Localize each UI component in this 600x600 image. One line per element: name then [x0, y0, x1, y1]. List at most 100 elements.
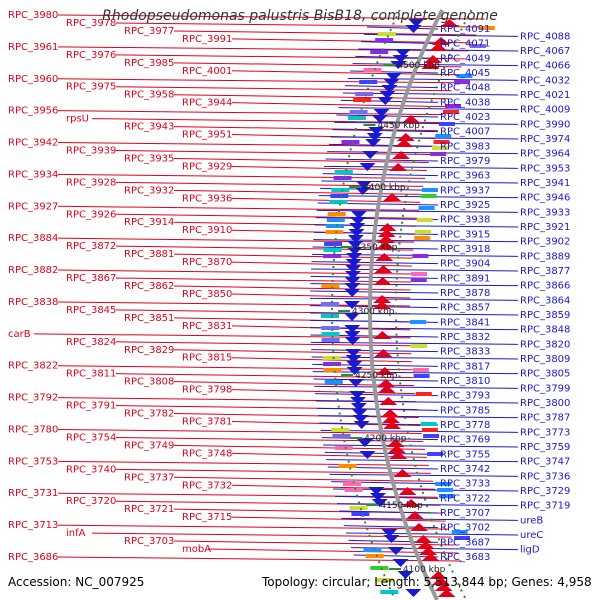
- label-connector: [324, 451, 439, 455]
- gene-label: RPC_3976: [66, 50, 116, 61]
- label-connector: [336, 114, 439, 118]
- label-connector: [231, 484, 436, 490]
- feature-arrow-right: [368, 487, 385, 495]
- gene-label: RPC_3946: [520, 193, 570, 204]
- gene-label: RPC_3722: [440, 493, 490, 504]
- feature-block: [411, 272, 428, 276]
- label-connector: [311, 349, 439, 353]
- gene-label: RPC_3731: [8, 488, 58, 499]
- feature-arrow-left: [392, 151, 411, 159]
- feature-block: [416, 218, 433, 222]
- feature-arrow-right: [351, 409, 368, 417]
- label-connector: [318, 195, 519, 199]
- label-connector: [310, 341, 519, 345]
- feature-arrow-left: [377, 229, 396, 237]
- gene-label: RPC_3809: [520, 354, 570, 365]
- label-connector: [115, 245, 414, 251]
- feature-block: [410, 320, 427, 324]
- kbp-tick-label: 4100 kbp: [403, 565, 446, 575]
- feature-block: [323, 248, 342, 252]
- feature-arrow-right: [350, 397, 366, 405]
- feature-arrow-left: [429, 571, 448, 579]
- feature-arrow-left: [374, 349, 393, 357]
- gene-label: RPC_4091: [440, 24, 490, 35]
- feature-arrow-right: [405, 25, 422, 33]
- feature-arrow-left: [431, 577, 450, 585]
- label-connector: [326, 459, 519, 463]
- feature-arrow-left: [419, 547, 438, 555]
- feature-block: [321, 284, 340, 288]
- gene-label: RPC_3755: [440, 449, 490, 460]
- feature-block: [445, 104, 462, 108]
- feature-block: [334, 170, 353, 174]
- gene-label: RPC_3782: [124, 409, 174, 420]
- feature-block: [454, 536, 471, 540]
- gene-label: RPC_3749: [124, 440, 174, 451]
- feature-block: [451, 530, 468, 534]
- gene-label: RPC_3881: [124, 249, 174, 260]
- kbp-tick-label: 4150 kbp: [380, 501, 423, 511]
- gene-label: RPC_3882: [8, 265, 58, 276]
- label-connector: [115, 86, 452, 92]
- gene-label: RPC_3686: [8, 552, 58, 563]
- gene-label: RPC_4038: [440, 97, 490, 108]
- feature-block: [325, 230, 344, 234]
- kbp-tick-label: 4450 kbp: [377, 121, 420, 131]
- feature-arrow-left: [402, 499, 421, 507]
- gene-label: RPC_3833: [440, 347, 490, 358]
- gene-label: RPC_3703: [124, 536, 174, 547]
- feature-block: [365, 554, 384, 558]
- gene-label: RPC_3815: [182, 353, 232, 364]
- feature-arrow-right: [344, 331, 361, 339]
- gene-label: RPC_3891: [440, 273, 490, 284]
- feature-arrow-right: [348, 229, 365, 237]
- gene-label: RPC_3983: [440, 141, 490, 152]
- gene-label: RPC_3975: [66, 82, 116, 93]
- feature-arrow-right: [371, 499, 388, 507]
- gene-label: RPC_3841: [440, 317, 490, 328]
- label-connector: [57, 428, 422, 434]
- label-connector: [115, 277, 411, 283]
- feature-arrow-left: [424, 55, 443, 63]
- feature-block: [342, 482, 361, 486]
- label-connector: [316, 400, 519, 404]
- feature-arrow-left: [374, 265, 393, 273]
- feature-block: [323, 362, 342, 366]
- gene-label: RPC_3829: [124, 345, 174, 356]
- feature-block: [410, 278, 427, 282]
- label-connector: [330, 136, 519, 140]
- feature-arrow-left: [383, 421, 402, 429]
- feature-arrow-left: [416, 541, 435, 549]
- feature-block: [349, 110, 368, 114]
- gene-label: RPC_3937: [440, 185, 490, 196]
- feature-arrow-right: [347, 379, 364, 387]
- gene-label: RPC_3964: [520, 149, 570, 160]
- gene-label: RPC_3778: [440, 420, 490, 431]
- label-connector: [312, 246, 439, 250]
- label-connector: [115, 468, 431, 474]
- feature-arrow-right: [352, 415, 369, 423]
- feature-block: [327, 212, 346, 216]
- feature-tracks: [321, 19, 495, 597]
- feature-arrow-left: [375, 367, 394, 375]
- feature-arrow-right: [370, 493, 387, 501]
- gene-label: infA: [66, 528, 86, 539]
- feature-arrow-right: [365, 139, 382, 147]
- feature-arrow-right: [408, 19, 425, 27]
- gene-label: RPC_3683: [440, 552, 490, 563]
- feature-arrow-left: [381, 409, 400, 417]
- label-connector: [115, 436, 424, 442]
- feature-block: [331, 428, 350, 432]
- gene-label: RPC_3737: [124, 472, 174, 483]
- label-connector: [329, 473, 519, 477]
- gene-label: RPC_3961: [8, 42, 58, 53]
- gene-label: RPC_4067: [520, 46, 570, 57]
- feature-block: [363, 68, 382, 72]
- gene-label: RPC_3759: [520, 442, 570, 453]
- feature-block: [414, 230, 431, 234]
- gene-label: mobA: [182, 544, 211, 555]
- gene-label: RPC_3927: [8, 201, 58, 212]
- feature-arrow-right: [359, 451, 376, 459]
- feature-arrow-left: [410, 523, 429, 531]
- gene-label: RPC_3914: [124, 217, 174, 228]
